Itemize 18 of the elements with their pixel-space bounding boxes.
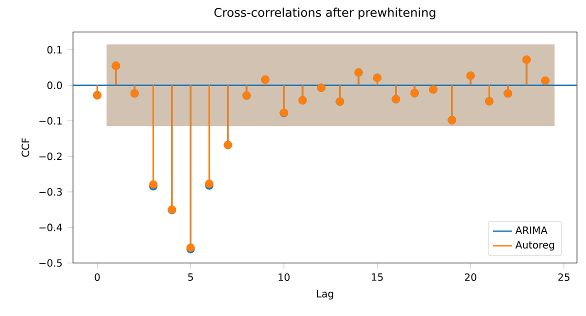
x-tick-label: 15 xyxy=(372,273,383,281)
y-tick-label: −0.2 xyxy=(39,152,62,160)
legend-label: Autoreg xyxy=(515,241,554,251)
y-tick-label: −0.3 xyxy=(39,188,62,196)
x-tick-label: 20 xyxy=(464,273,476,281)
x-tick-label: 10 xyxy=(278,273,290,281)
x-tick-label: 25 xyxy=(558,273,570,281)
x-tick-label: 0 xyxy=(94,273,100,281)
y-axis-title: CCF xyxy=(22,138,30,157)
y-tick-label: 0.0 xyxy=(47,82,62,90)
y-tick-label: −0.1 xyxy=(39,117,62,125)
y-tick-label: −0.5 xyxy=(39,259,62,267)
x-tick-label: 5 xyxy=(188,273,193,281)
chart-title: Cross-correlations after prewhitening xyxy=(214,8,436,20)
legend-label: ARIMA xyxy=(515,226,548,234)
y-tick-label: −0.4 xyxy=(39,224,62,232)
y-tick-label: 0.1 xyxy=(47,46,62,54)
x-axis-title: Lag xyxy=(316,290,334,300)
